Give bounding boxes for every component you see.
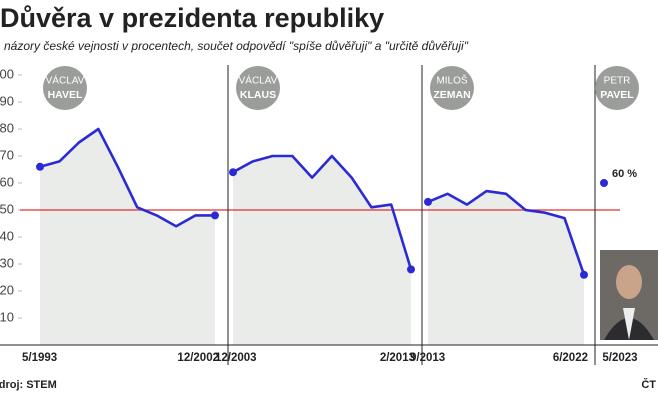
point <box>36 162 44 171</box>
y-tick-label: 90 <box>0 93 14 108</box>
y-tick-label: 50 <box>0 201 14 216</box>
point <box>580 270 588 279</box>
source: Zdroj: STEM <box>0 379 57 391</box>
area <box>233 156 411 345</box>
point <box>229 168 237 177</box>
point <box>424 197 432 206</box>
y-tick-label: 10 <box>0 309 14 324</box>
area <box>428 191 584 345</box>
y-tick-label: 60 <box>0 174 14 189</box>
chart-title: Důvěra v prezidenta republiky <box>0 3 384 33</box>
last-name: PAVEL <box>600 89 634 101</box>
photo-shirt <box>623 308 635 340</box>
x-tick-label: 9/2013 <box>410 352 445 364</box>
x-tick-label: 12/2002 <box>177 352 219 364</box>
name-badge <box>430 66 474 110</box>
last-name: HAVEL <box>48 89 83 101</box>
point <box>600 179 608 187</box>
photo-head <box>616 265 642 299</box>
area <box>40 129 215 345</box>
x-tick-label: 2/2013 <box>380 352 415 364</box>
line <box>427 189 586 276</box>
credit: ČT <box>641 378 656 391</box>
last-name: KLAUS <box>240 89 276 101</box>
x-tick-label: 5/1993 <box>22 352 57 364</box>
x-tick-label: 12/2003 <box>215 352 257 364</box>
last-name: ZEMAN <box>433 89 470 101</box>
first-name: VÁCLAV <box>46 74 85 87</box>
point <box>211 211 219 220</box>
y-tick-label: 100 <box>0 66 14 81</box>
x-tick-label: 5/2023 <box>602 352 637 364</box>
point <box>407 265 415 274</box>
name-badge <box>595 66 639 110</box>
first-name: PETR <box>604 76 631 87</box>
y-tick-label: 70 <box>0 147 14 162</box>
y-tick-label: 30 <box>0 255 14 270</box>
x-tick-label: 6/2022 <box>553 352 588 364</box>
line <box>232 154 413 270</box>
y-tick-label: 20 <box>0 282 14 297</box>
first-name: VÁCLAV <box>239 74 278 87</box>
y-tick-label: 40 <box>0 228 14 243</box>
value-label: 60 % <box>612 168 637 180</box>
name-badge <box>43 66 87 110</box>
first-name: MILOŠ <box>436 74 467 87</box>
chart-subtitle: názory české vejnosti v procentech, souč… <box>4 39 469 53</box>
line <box>39 127 215 228</box>
name-badge <box>236 66 280 110</box>
y-tick-label: 80 <box>0 120 14 135</box>
